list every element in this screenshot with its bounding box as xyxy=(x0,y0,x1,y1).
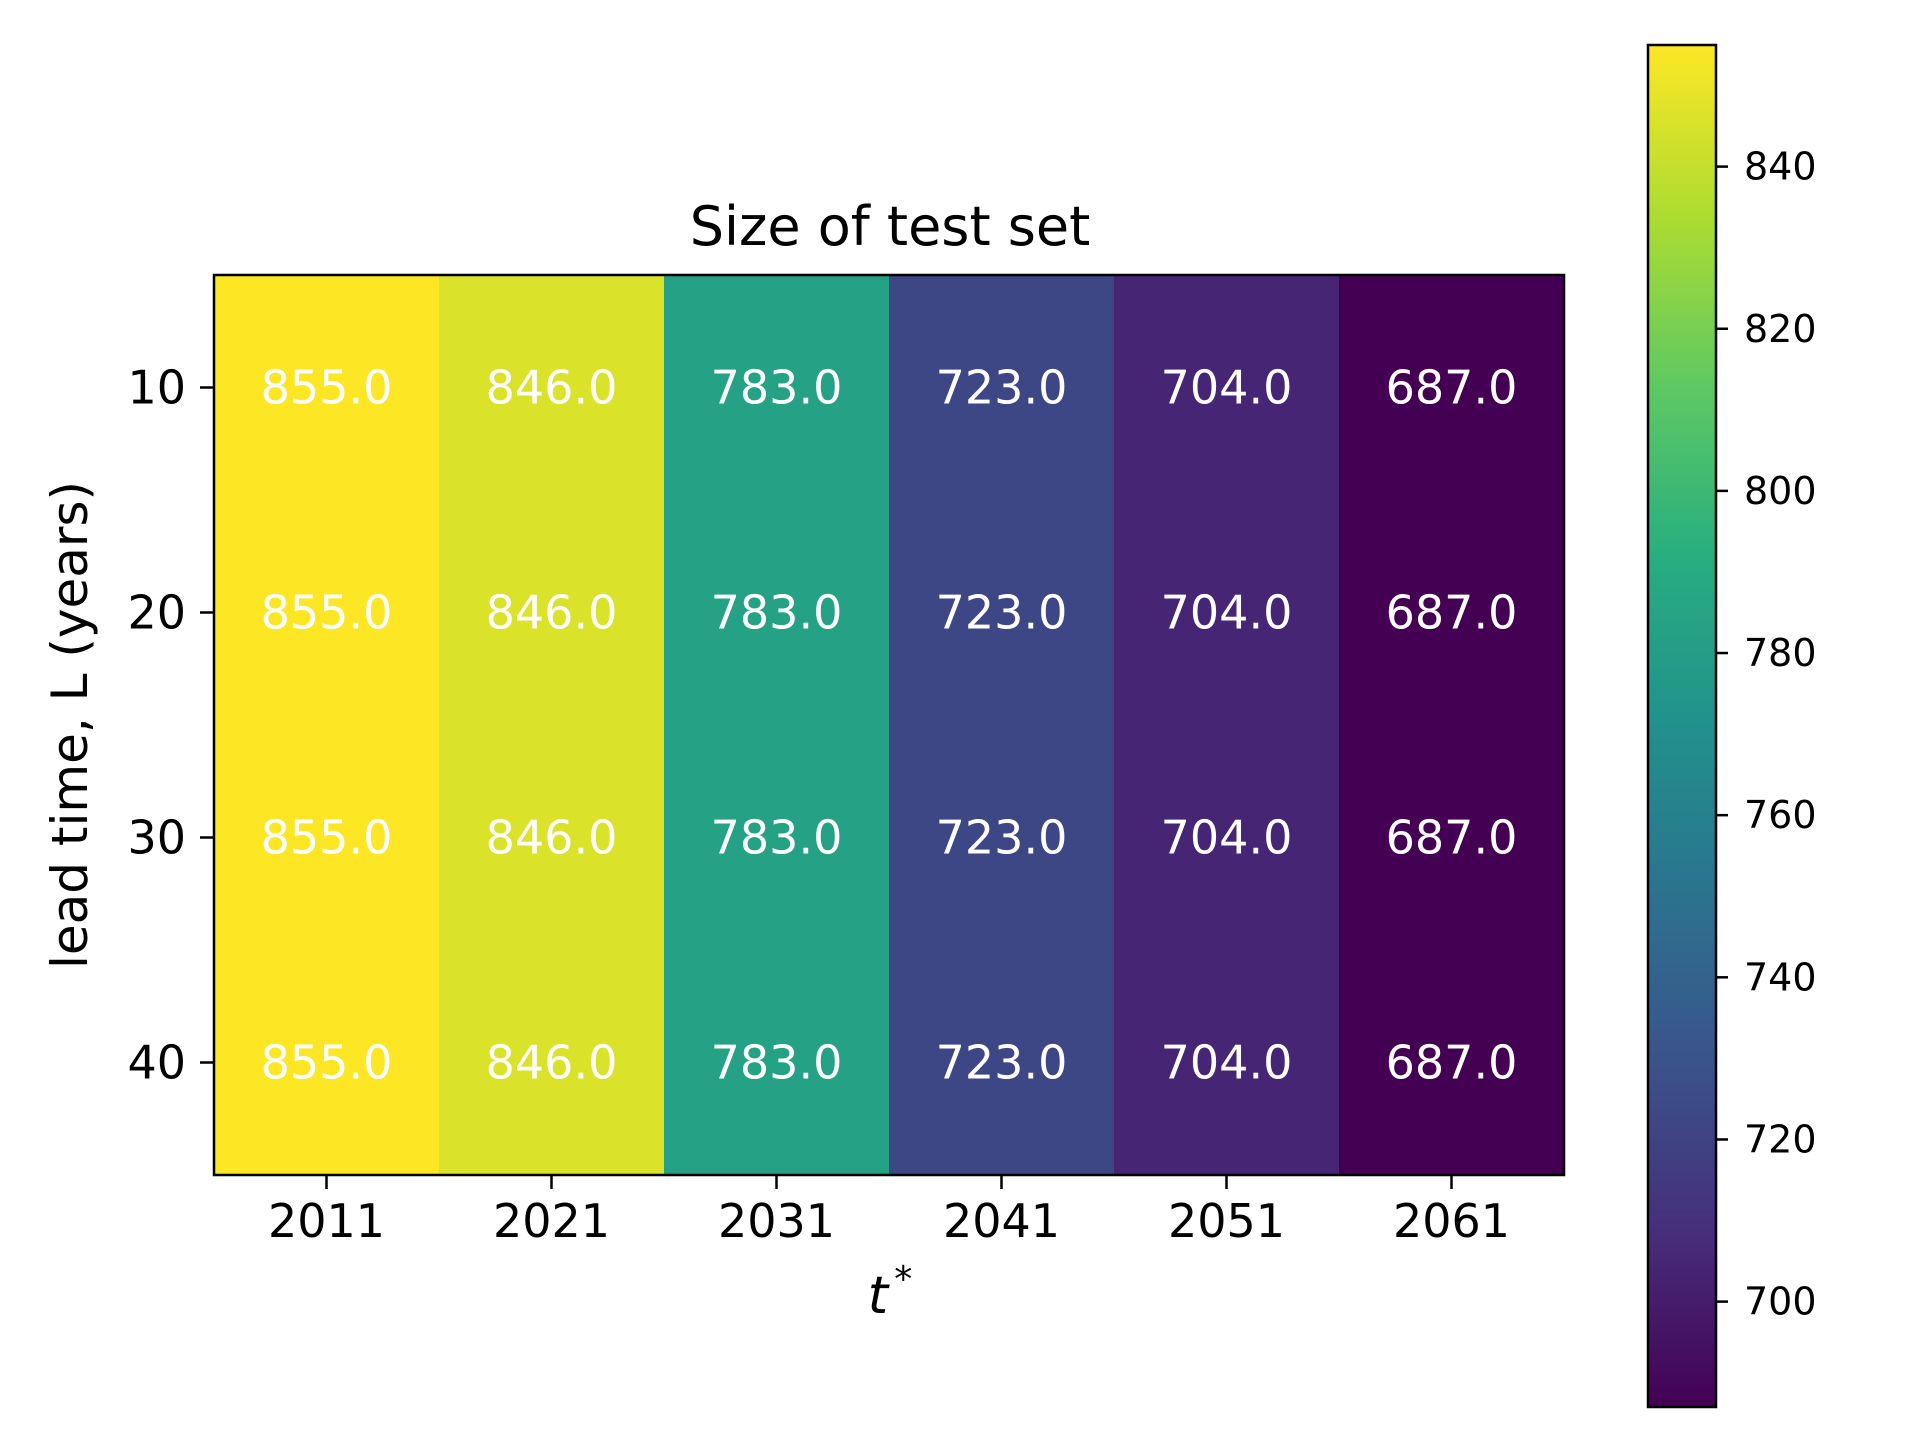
heatmap-cell-label: 855.0 xyxy=(261,811,393,865)
heatmap-cell xyxy=(1114,725,1340,951)
heatmap-cell xyxy=(889,725,1115,951)
heatmap-cell-label: 687.0 xyxy=(1386,586,1518,640)
heatmap-cell xyxy=(664,275,890,501)
x-tick-label: 2011 xyxy=(268,1194,385,1248)
heatmap-cell-label: 723.0 xyxy=(936,361,1068,415)
heatmap-cell xyxy=(1339,500,1565,726)
y-tick-label: 20 xyxy=(127,586,186,640)
heatmap-cell-label: 723.0 xyxy=(936,1036,1068,1090)
heatmap-cell xyxy=(214,275,440,501)
y-tick-label: 30 xyxy=(127,811,186,865)
heatmap-cell-label: 855.0 xyxy=(261,586,393,640)
heatmap-cell-label: 704.0 xyxy=(1161,361,1293,415)
heatmap-cell xyxy=(1339,950,1565,1176)
y-tick-label: 40 xyxy=(127,1036,186,1090)
x-tick-label: 2051 xyxy=(1168,1194,1285,1248)
heatmap-cell-label: 846.0 xyxy=(486,811,618,865)
x-axis-label: t * xyxy=(868,1259,912,1326)
plot-frame xyxy=(212,273,1566,1177)
heatmap-cell-label: 783.0 xyxy=(711,811,843,865)
heatmap-cells xyxy=(214,275,1565,1176)
heatmap-cell xyxy=(664,725,890,951)
x-tick-label: 2041 xyxy=(943,1194,1060,1248)
colorbar-tick-label: 780 xyxy=(1744,631,1817,675)
heatmap-cell-label: 846.0 xyxy=(486,1036,618,1090)
heatmap-cell xyxy=(1114,500,1340,726)
heatmap-cell-label: 783.0 xyxy=(711,1036,843,1090)
heatmap-cell-label: 783.0 xyxy=(711,361,843,415)
heatmap-cell xyxy=(439,725,665,951)
heatmap-cell xyxy=(889,275,1115,501)
heatmap-cell-label: 846.0 xyxy=(486,361,618,415)
heatmap-cell xyxy=(439,500,665,726)
heatmap-cell xyxy=(439,950,665,1176)
heatmap-cell-label: 704.0 xyxy=(1161,811,1293,865)
heatmap-cell xyxy=(1339,725,1565,951)
heatmap-cell xyxy=(439,275,665,501)
chart-title: Size of test set xyxy=(690,195,1091,258)
heatmap-cell-label: 855.0 xyxy=(261,361,393,415)
heatmap-cell xyxy=(1114,950,1340,1176)
colorbar-tick-label: 740 xyxy=(1744,955,1817,999)
x-tick-label: 2031 xyxy=(718,1194,835,1248)
y-axis-ticks: 10 20 30 40 xyxy=(127,361,214,1090)
heatmap-cell-label: 687.0 xyxy=(1386,811,1518,865)
heatmap-cell-label: 704.0 xyxy=(1161,586,1293,640)
heatmap-cell-label: 846.0 xyxy=(486,586,618,640)
heatmap-cell-label: 687.0 xyxy=(1386,1036,1518,1090)
heatmap-cell xyxy=(664,500,890,726)
heatmap-cell-labels: 855.0 846.0 783.0 723.0 704.0 687.0 855.0 846.0… xyxy=(261,361,1518,1090)
x-tick-label: 2061 xyxy=(1393,1194,1510,1248)
heatmap-cell-label: 723.0 xyxy=(936,811,1068,865)
x-axis-label-sup: * xyxy=(894,1259,912,1300)
colorbar-tick-label: 760 xyxy=(1744,793,1817,837)
x-axis-ticks: 2011 2021 2031 2041 2051 2061 xyxy=(268,1175,1510,1248)
colorbar-ticks: 700 720 740 760 780 800 820 840 xyxy=(1716,145,1817,1324)
x-axis-label-base: t xyxy=(868,1266,890,1326)
x-tick-label: 2021 xyxy=(493,1194,610,1248)
heatmap-cell xyxy=(214,500,440,726)
heatmap-cell xyxy=(889,950,1115,1176)
heatmap-cell xyxy=(889,500,1115,726)
colorbar-tick-label: 720 xyxy=(1744,1117,1817,1161)
heatmap-cell-label: 783.0 xyxy=(711,586,843,640)
heatmap-cell-label: 855.0 xyxy=(261,1036,393,1090)
heatmap-cell-label: 704.0 xyxy=(1161,1036,1293,1090)
colorbar-tick-label: 700 xyxy=(1744,1280,1817,1324)
heatmap-cell xyxy=(1339,275,1565,501)
y-tick-label: 10 xyxy=(127,361,186,415)
heatmap-cell xyxy=(214,950,440,1176)
y-axis-label: lead time, L (years) xyxy=(41,481,99,969)
heatmap-cell xyxy=(214,725,440,951)
colorbar-tick-label: 800 xyxy=(1744,469,1817,513)
heatmap-cell xyxy=(664,950,890,1176)
colorbar-tick-label: 840 xyxy=(1744,145,1817,189)
heatmap-cell-label: 687.0 xyxy=(1386,361,1518,415)
heatmap-cell xyxy=(1114,275,1340,501)
colorbar xyxy=(1646,43,1718,1409)
heatmap-cell-label: 723.0 xyxy=(936,586,1068,640)
colorbar-tick-label: 820 xyxy=(1744,307,1817,351)
